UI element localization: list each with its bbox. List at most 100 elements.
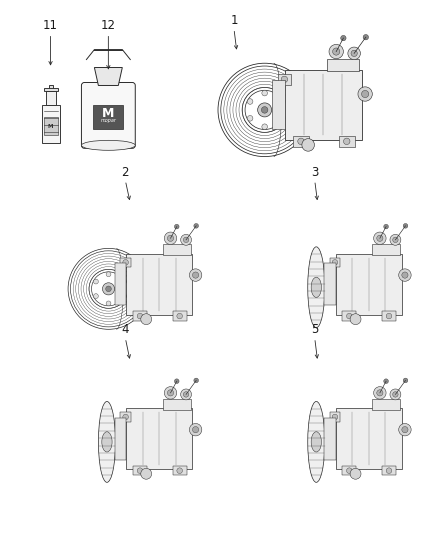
Circle shape bbox=[402, 426, 408, 433]
Text: 2: 2 bbox=[122, 166, 129, 179]
Bar bbox=[278, 74, 291, 85]
Ellipse shape bbox=[311, 432, 321, 452]
Bar bbox=[324, 263, 336, 305]
Circle shape bbox=[358, 87, 372, 101]
Bar bbox=[163, 245, 191, 255]
Circle shape bbox=[350, 314, 361, 325]
FancyBboxPatch shape bbox=[127, 408, 192, 469]
Bar bbox=[173, 466, 187, 475]
Circle shape bbox=[332, 48, 340, 55]
Bar bbox=[93, 106, 124, 130]
Circle shape bbox=[174, 224, 179, 229]
Circle shape bbox=[341, 35, 346, 41]
Ellipse shape bbox=[81, 140, 135, 150]
Circle shape bbox=[351, 50, 357, 56]
Bar bbox=[133, 466, 147, 475]
Circle shape bbox=[247, 116, 253, 121]
FancyBboxPatch shape bbox=[336, 254, 402, 314]
Bar bbox=[115, 263, 127, 305]
FancyBboxPatch shape bbox=[285, 69, 361, 140]
Circle shape bbox=[262, 90, 268, 96]
Circle shape bbox=[174, 379, 179, 384]
Circle shape bbox=[393, 237, 398, 243]
Circle shape bbox=[167, 235, 173, 241]
Bar bbox=[120, 413, 131, 422]
Text: 11: 11 bbox=[43, 19, 58, 32]
FancyBboxPatch shape bbox=[81, 83, 135, 148]
Circle shape bbox=[119, 279, 124, 284]
Bar bbox=[329, 413, 340, 422]
Bar bbox=[372, 245, 400, 255]
Circle shape bbox=[399, 423, 411, 436]
Circle shape bbox=[346, 468, 352, 473]
FancyBboxPatch shape bbox=[127, 254, 192, 314]
Circle shape bbox=[106, 272, 111, 277]
Polygon shape bbox=[95, 68, 122, 85]
Circle shape bbox=[363, 35, 368, 40]
Circle shape bbox=[276, 116, 282, 121]
Circle shape bbox=[302, 139, 314, 151]
Bar bbox=[163, 399, 191, 410]
Circle shape bbox=[346, 313, 352, 319]
Circle shape bbox=[403, 378, 408, 383]
Circle shape bbox=[384, 379, 389, 384]
Circle shape bbox=[137, 313, 143, 319]
Circle shape bbox=[261, 107, 268, 113]
Bar bbox=[133, 311, 147, 321]
Circle shape bbox=[343, 138, 350, 144]
Text: 5: 5 bbox=[311, 324, 318, 336]
Bar bbox=[120, 258, 131, 267]
Text: 4: 4 bbox=[122, 324, 129, 336]
Circle shape bbox=[180, 235, 191, 245]
Bar bbox=[272, 80, 285, 129]
Circle shape bbox=[403, 223, 408, 228]
Bar bbox=[372, 399, 400, 410]
Circle shape bbox=[402, 272, 408, 278]
Circle shape bbox=[184, 237, 189, 243]
Bar bbox=[43, 88, 57, 92]
Circle shape bbox=[276, 99, 282, 104]
Circle shape bbox=[332, 414, 338, 420]
Circle shape bbox=[137, 468, 143, 473]
Circle shape bbox=[384, 224, 389, 229]
Circle shape bbox=[377, 390, 383, 396]
Circle shape bbox=[374, 386, 386, 399]
Circle shape bbox=[247, 99, 253, 104]
Bar bbox=[324, 417, 336, 460]
Circle shape bbox=[386, 468, 392, 473]
Circle shape bbox=[123, 260, 128, 265]
FancyBboxPatch shape bbox=[336, 408, 402, 469]
Text: mopar: mopar bbox=[100, 118, 117, 123]
Bar bbox=[329, 258, 340, 267]
Ellipse shape bbox=[102, 432, 112, 452]
Circle shape bbox=[386, 313, 392, 319]
Ellipse shape bbox=[99, 401, 116, 482]
Circle shape bbox=[361, 91, 369, 98]
Circle shape bbox=[348, 47, 360, 60]
Bar bbox=[327, 59, 359, 71]
Bar bbox=[42, 106, 60, 143]
Circle shape bbox=[390, 235, 401, 245]
Bar bbox=[343, 466, 357, 475]
Circle shape bbox=[258, 103, 272, 117]
Circle shape bbox=[164, 232, 177, 245]
Circle shape bbox=[281, 76, 288, 83]
Bar bbox=[343, 311, 357, 321]
Text: 12: 12 bbox=[101, 19, 116, 32]
Ellipse shape bbox=[308, 247, 325, 328]
Text: M: M bbox=[48, 124, 53, 129]
Circle shape bbox=[93, 279, 99, 284]
Circle shape bbox=[180, 389, 191, 400]
Circle shape bbox=[374, 232, 386, 245]
Circle shape bbox=[119, 294, 124, 298]
Circle shape bbox=[393, 392, 398, 397]
Bar bbox=[382, 311, 396, 321]
Ellipse shape bbox=[308, 401, 325, 482]
Circle shape bbox=[177, 313, 183, 319]
Circle shape bbox=[106, 301, 111, 306]
Circle shape bbox=[93, 294, 99, 298]
Circle shape bbox=[192, 426, 199, 433]
Circle shape bbox=[350, 469, 361, 479]
Circle shape bbox=[399, 269, 411, 281]
Circle shape bbox=[298, 138, 304, 144]
